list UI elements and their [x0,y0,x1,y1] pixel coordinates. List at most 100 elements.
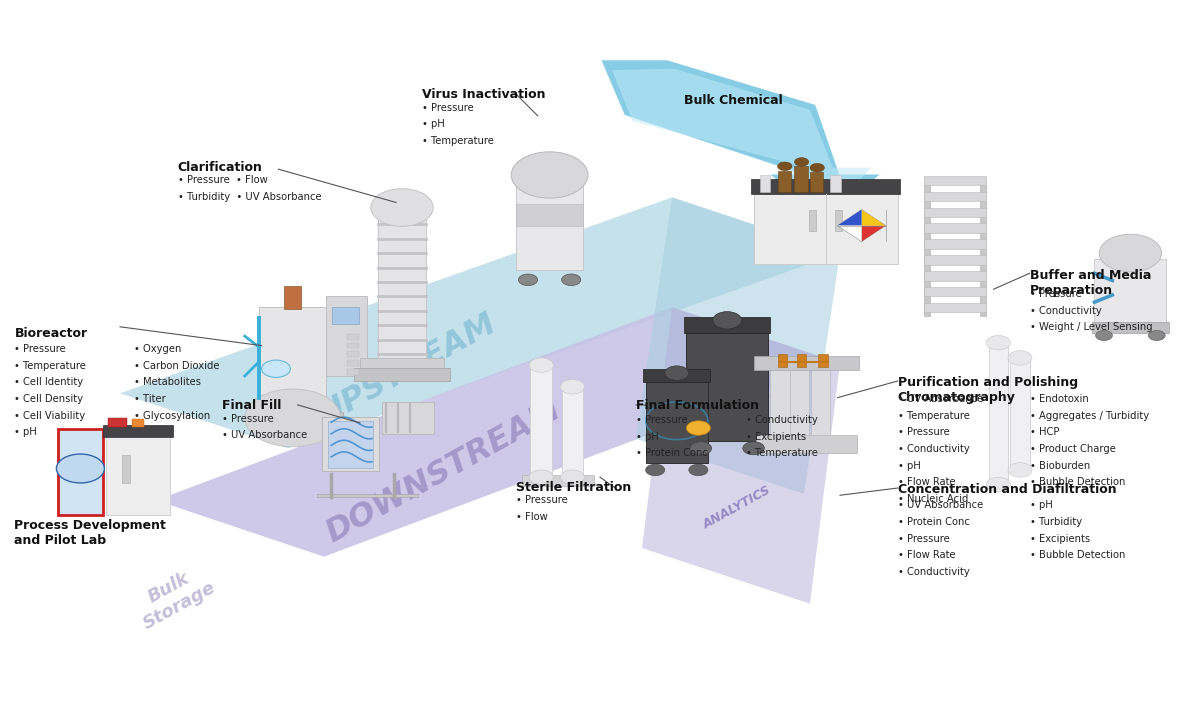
Bar [1092,322,1169,333]
Text: • Pressure: • Pressure [516,495,568,505]
Text: • pH: • pH [898,461,920,471]
Bar [103,425,173,437]
Text: • Excipients: • Excipients [1030,534,1090,544]
Bar [754,192,898,264]
Polygon shape [600,59,882,224]
Bar [835,210,842,231]
Text: • Pressure  • Flow: • Pressure • Flow [178,175,268,185]
Text: Clarification: Clarification [178,161,263,174]
Bar [382,402,434,434]
Bar [790,364,809,435]
Circle shape [1008,351,1032,365]
Bar [122,455,130,483]
Bar [347,351,359,357]
Text: ANALYTICS: ANALYTICS [701,484,773,531]
Text: • Bubble Detection: • Bubble Detection [1030,550,1124,560]
Text: • Glycosylation: • Glycosylation [134,411,211,421]
Text: Purification and Polishing
Chromatography: Purification and Polishing Chromatograph… [898,376,1078,404]
Text: • Conductivity: • Conductivity [746,415,818,425]
Text: ANALYTICS: ANALYTICS [702,388,774,436]
Text: Final Formulation: Final Formulation [636,399,760,412]
Bar [562,387,583,477]
Text: • pH: • pH [636,432,659,442]
Bar [924,239,986,249]
Text: • Flow Rate: • Flow Rate [898,550,955,560]
Circle shape [245,389,341,447]
Circle shape [1099,234,1162,272]
Text: • Turbidity: • Turbidity [1030,517,1081,527]
Bar [818,354,828,367]
Circle shape [529,358,553,372]
Text: Bulk Chemical: Bulk Chemical [684,94,782,107]
Text: • pH: • pH [14,427,37,437]
Text: • Titer: • Titer [134,394,166,404]
Bar [378,217,426,362]
Text: Buffer and Media
Preparation: Buffer and Media Preparation [1030,269,1151,297]
Text: Bioreactor: Bioreactor [14,327,88,340]
Text: • Metabolites: • Metabolites [134,377,202,388]
Bar [347,369,359,375]
Bar [347,334,359,340]
Text: • Temperature: • Temperature [422,136,494,146]
Bar [924,208,986,217]
Text: • Excipients: • Excipients [746,432,806,442]
Text: • Bioburden: • Bioburden [1030,461,1090,471]
Bar [354,368,450,381]
Bar [797,354,806,367]
Text: • UV Absorbance: • UV Absorbance [222,430,307,440]
Text: • Aggregates / Turbidity: • Aggregates / Turbidity [1030,411,1148,421]
Bar [259,307,326,416]
Text: Bulk
Storage: Bulk Storage [130,560,218,633]
Text: • Temperature: • Temperature [746,448,818,458]
Bar [980,182,986,316]
Text: Process Development
and Pilot Lab: Process Development and Pilot Lab [14,519,167,547]
Bar [328,421,373,468]
Bar [643,369,710,382]
Polygon shape [862,210,886,226]
Text: • Conductivity: • Conductivity [898,444,970,454]
Circle shape [665,366,689,380]
Circle shape [560,380,584,394]
Bar [924,192,986,201]
Text: Final Fill: Final Fill [222,399,281,412]
Polygon shape [838,226,862,241]
Circle shape [743,442,764,455]
Text: • Nucleic Acid: • Nucleic Acid [898,494,968,504]
Circle shape [686,421,710,435]
Bar [132,419,144,427]
Circle shape [689,464,708,476]
Bar [756,435,857,453]
Bar [284,286,301,309]
Polygon shape [838,210,886,241]
Text: • Temperature: • Temperature [898,411,970,421]
Bar [770,364,790,435]
Circle shape [646,464,665,476]
Bar [924,287,986,296]
Bar [686,331,768,441]
Polygon shape [612,69,871,215]
Circle shape [1008,463,1032,477]
Text: • HCP: • HCP [1030,427,1058,437]
Text: Concentration and Diafiltration: Concentration and Diafiltration [898,483,1116,496]
Text: • Carbon Dioxide: • Carbon Dioxide [134,361,220,371]
Bar [811,364,830,435]
Polygon shape [838,210,862,226]
Bar [326,296,367,376]
Circle shape [1148,330,1165,341]
Bar [516,184,583,270]
Text: • Pressure: • Pressure [14,344,66,354]
Polygon shape [58,429,103,515]
Polygon shape [120,197,840,448]
Text: • Flow Rate: • Flow Rate [898,477,955,487]
Circle shape [511,152,588,198]
Polygon shape [636,197,840,494]
Bar [924,255,986,265]
Text: • Weight / Level Sensing: • Weight / Level Sensing [1030,322,1152,333]
Bar [794,166,808,192]
Bar [646,380,708,463]
Polygon shape [862,226,886,241]
Bar [347,343,359,348]
Bar [530,365,552,477]
Text: • Pressure: • Pressure [422,103,474,113]
Text: • Product Charge: • Product Charge [1030,444,1116,454]
